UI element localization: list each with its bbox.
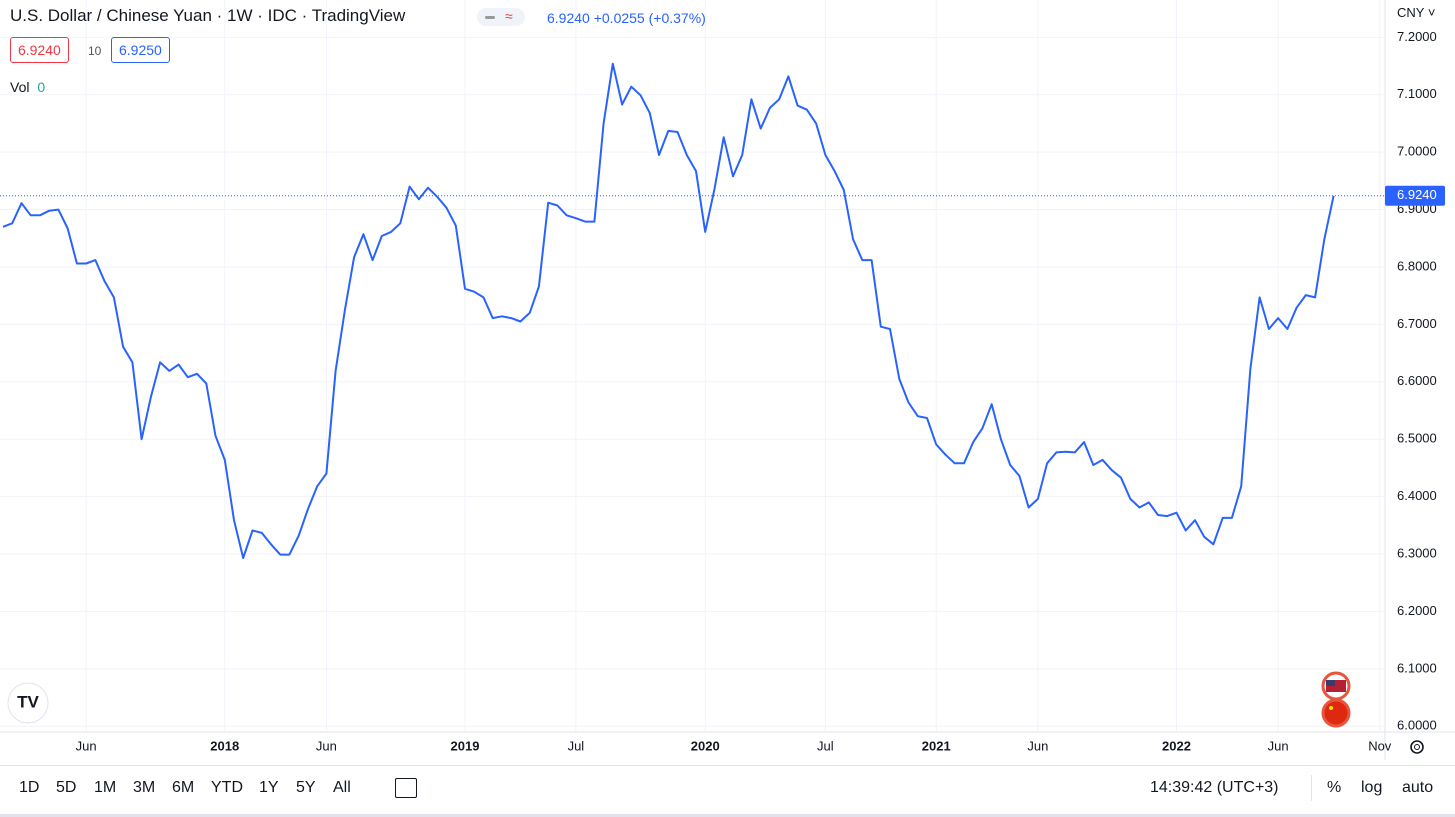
sell-box[interactable]: 6.9240: [10, 37, 69, 63]
tv-logo: TV: [7, 682, 49, 724]
y-tick-label: 7.2000: [1397, 29, 1437, 44]
auto-button[interactable]: auto: [1402, 779, 1434, 796]
settings-icon[interactable]: [1410, 740, 1424, 754]
x-tick-label: Jun: [316, 738, 337, 753]
range-button[interactable]: 1Y: [259, 779, 279, 796]
last-price-label: 6.9240: [1397, 187, 1437, 202]
range-button[interactable]: All: [333, 779, 351, 796]
y-tick-label: 7.1000: [1397, 86, 1437, 101]
x-tick-label: 2022: [1162, 738, 1191, 753]
status-pill[interactable]: ≈: [477, 8, 525, 26]
x-tick-label: Nov: [1368, 738, 1392, 753]
separator: [1311, 775, 1312, 801]
y-tick-label: 6.6000: [1397, 373, 1437, 388]
y-tick-label: 6.8000: [1397, 258, 1437, 273]
buy-box[interactable]: 6.9250: [111, 37, 170, 63]
clock: 14:39:42 (UTC+3): [1150, 779, 1279, 796]
vol-value: 0: [37, 79, 46, 95]
spread: 10: [88, 44, 102, 58]
y-tick-label: 6.1000: [1397, 660, 1437, 675]
change: +0.0255: [593, 10, 645, 26]
currency-label: CNY: [1397, 5, 1425, 20]
range-button[interactable]: 3M: [133, 779, 156, 796]
date-range-icon[interactable]: [395, 778, 417, 798]
x-tick-label: Jul: [568, 738, 585, 753]
price-line: [2, 62, 1335, 559]
volume: Vol 0: [10, 79, 45, 95]
x-tick-label: Jun: [76, 738, 97, 753]
last-price: 6.9240: [547, 10, 590, 26]
vol-label: Vol: [10, 79, 30, 95]
range-button[interactable]: 6M: [172, 779, 195, 796]
log-button[interactable]: log: [1361, 779, 1383, 796]
percent-button[interactable]: %: [1327, 779, 1342, 796]
range-button[interactable]: 5Y: [296, 779, 316, 796]
svg-text:TV: TV: [17, 692, 39, 711]
change-pct: (+0.37%): [648, 10, 706, 26]
x-tick-label: Jul: [817, 738, 834, 753]
x-tick-label: Jun: [1268, 738, 1289, 753]
range-button[interactable]: 1M: [94, 779, 117, 796]
y-tick-label: 6.4000: [1397, 488, 1437, 503]
chart: 6.0000 6.1000 6.2000 6.3000 6.4000 6.5000 6.60…: [0, 0, 1455, 760]
y-tick-label: 6.3000: [1397, 545, 1437, 560]
x-tick-label: 2018: [210, 738, 239, 753]
y-tick-label: 6.2000: [1397, 603, 1437, 618]
flags: [1321, 671, 1351, 728]
y-tick-label: 6.7000: [1397, 316, 1437, 331]
x-tick-label: 2021: [922, 738, 951, 753]
price-change: 6.9240 +0.0255 (+0.37%): [547, 10, 706, 26]
last-price-badge: [1385, 185, 1445, 206]
x-tick-label: 2019: [451, 738, 480, 753]
range-button[interactable]: YTD: [211, 779, 243, 796]
y-tick-label: 6.5000: [1397, 431, 1437, 446]
x-tick-label: 2020: [691, 738, 720, 753]
symbol-title: U.S. Dollar / Chinese Yuan · 1W · IDC · …: [10, 6, 406, 25]
currency[interactable]: CNY ˅: [1397, 5, 1436, 20]
x-tick-label: Jun: [1027, 738, 1048, 753]
range-button[interactable]: 1D: [19, 779, 40, 796]
range-button[interactable]: 5D: [56, 779, 77, 796]
y-tick-label: 7.0000: [1397, 144, 1437, 159]
y-tick-label: 6.0000: [1397, 718, 1437, 733]
